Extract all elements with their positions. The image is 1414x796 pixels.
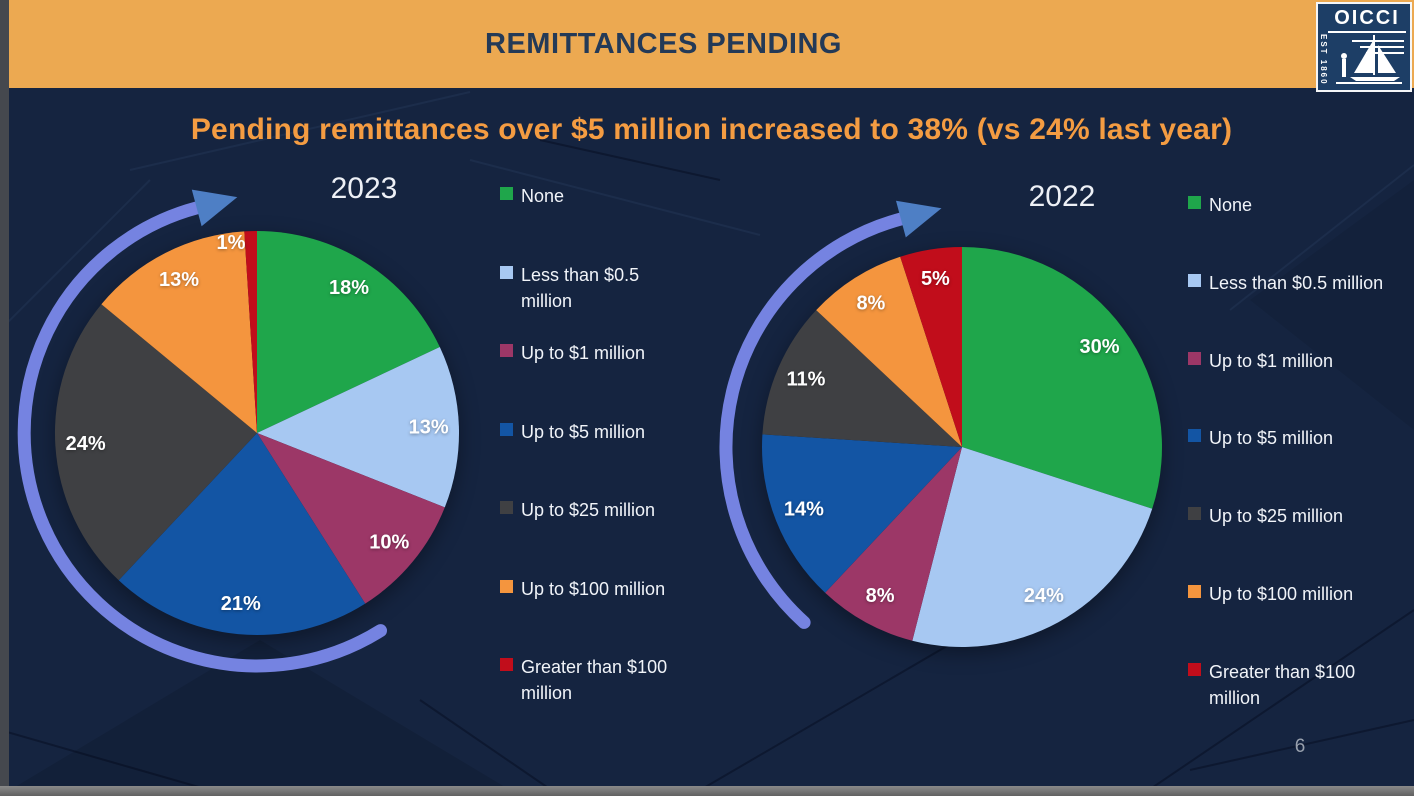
legend-label: Up to $5 million — [521, 421, 646, 442]
legend-label: Less than $0.5 million — [1209, 272, 1384, 293]
legend-swatch — [500, 265, 513, 279]
legend-item-none: None — [1188, 192, 1393, 218]
legend-swatch — [500, 658, 513, 671]
bottom-edge-bar — [0, 786, 1414, 796]
pie-slice-up-to-100-million — [101, 231, 258, 433]
page-number: 6 — [1294, 736, 1306, 757]
legend-label: Up to $25 million — [521, 500, 656, 520]
legend-label: Up to $100 million — [1209, 584, 1354, 604]
circular-arrow-head-icon — [191, 189, 238, 227]
subtitle: Pending remittances over $5 million incr… — [190, 113, 1233, 146]
legend-label: Up to $25 million — [1209, 506, 1344, 527]
legend-swatch — [1188, 662, 1201, 676]
pie-slice-label: 8% — [866, 585, 895, 607]
legend-item-none: None — [500, 183, 670, 209]
legend-item-greater-than-100-million: Greater than $100 million — [1188, 659, 1393, 711]
pie-slice-label: 1% — [217, 232, 246, 254]
chart-title-2023: 2023 — [330, 172, 398, 205]
pie-slice-label: 8% — [856, 293, 885, 315]
legend-item-up-to-1-million: Up to $1 million — [500, 340, 670, 366]
pie-slice-label: 18% — [329, 277, 369, 299]
legend-item-less-than-0-5-million: Less than $0.5 million — [500, 262, 670, 314]
legend-item-up-to-5-million: Up to $5 million — [500, 419, 670, 445]
legend-swatch — [1188, 351, 1201, 365]
legend-item-less-than-0-5-million: Less than $0.5 million — [1188, 270, 1393, 296]
legend-label: Greater than $100 million — [1209, 661, 1356, 708]
pie-2023 — [54, 231, 460, 636]
pie-slice-up-to-5-million — [118, 433, 366, 636]
pie-slice-less-than-0-5-million — [912, 447, 1153, 647]
pie-slice-label: 30% — [1079, 336, 1119, 358]
legend-item-greater-than-100-million: Greater than $100 million — [500, 654, 670, 706]
legend-label: Up to $100 million — [521, 578, 666, 599]
pie-slice-label: 24% — [66, 433, 106, 455]
legend-item-up-to-5-million: Up to $5 million — [1188, 425, 1393, 451]
legend-label: Up to $1 million — [1209, 350, 1334, 371]
pie-slice-up-to-25-million — [762, 310, 962, 447]
pie-slice-label: 13% — [409, 417, 449, 439]
legend-swatch — [1188, 507, 1201, 521]
legend-item-up-to-100-million: Up to $100 million — [500, 576, 670, 602]
pie-2022 — [762, 247, 1162, 647]
legend-swatch — [500, 187, 513, 200]
circular-arrow-arc — [17, 201, 387, 673]
pie-slice-up-to-100-million — [816, 256, 962, 447]
legend-label: Greater than $100 million — [521, 657, 668, 704]
legend-swatch — [500, 422, 513, 436]
legend-item-up-to-100-million: Up to $100 million — [1188, 581, 1393, 607]
header-banner: REMITTANCES PENDING — [9, 0, 1414, 88]
chart-title-2022: 2022 — [1028, 180, 1096, 213]
legend-item-up-to-25-million: Up to $25 million — [500, 497, 670, 523]
legend-label: Up to $1 million — [521, 343, 646, 363]
legend-swatch — [1188, 273, 1201, 287]
pie-slice-up-to-25-million — [54, 304, 257, 581]
pie-slice-greater-than-100-million — [900, 247, 962, 447]
slide-title: REMITTANCES PENDING — [485, 27, 842, 60]
logo-est-text: EST 1860 — [1319, 34, 1328, 86]
pie-slice-label: 13% — [159, 269, 199, 291]
circular-arrow-head-icon — [896, 200, 942, 238]
legend-label: Less than $0.5 million — [521, 264, 640, 311]
pie-slice-up-to-1-million — [825, 447, 962, 641]
legend-label: None — [521, 186, 565, 206]
pie-slice-label: 5% — [921, 268, 950, 290]
legend-swatch — [1188, 429, 1201, 443]
legend-item-up-to-1-million: Up to $1 million — [1188, 348, 1393, 374]
pie-slice-greater-than-100-million — [244, 231, 257, 433]
left-edge-bar — [0, 0, 9, 796]
pie-slice-label: 11% — [787, 369, 826, 391]
pie-slice-none — [257, 231, 440, 433]
legend-swatch — [500, 579, 513, 593]
pie-slice-label: 24% — [1024, 585, 1064, 607]
pie-slice-up-to-5-million — [762, 434, 962, 593]
legend-swatch — [500, 344, 513, 357]
oicci-logo: OICCI EST 1860 — [1316, 2, 1412, 92]
legend-label: Up to $5 million — [1209, 428, 1334, 449]
legend-label: None — [1209, 195, 1253, 215]
pie-slice-label: 10% — [369, 531, 409, 553]
logo-org-text: OICCI — [1328, 7, 1406, 33]
pie-slice-none — [962, 247, 1162, 509]
pie-slice-up-to-1-million — [257, 433, 445, 604]
pie-slice-less-than-0-5-million — [257, 347, 460, 508]
pie-slice-label: 21% — [221, 593, 261, 615]
pie-slice-label: 14% — [784, 499, 824, 521]
circular-arrow-arc — [719, 212, 908, 629]
legend-item-up-to-25-million: Up to $25 million — [1188, 503, 1393, 529]
legend-swatch — [1188, 196, 1201, 209]
sailboat-icon — [1336, 35, 1404, 84]
legend-swatch — [1188, 585, 1201, 598]
legend-swatch — [500, 501, 513, 514]
